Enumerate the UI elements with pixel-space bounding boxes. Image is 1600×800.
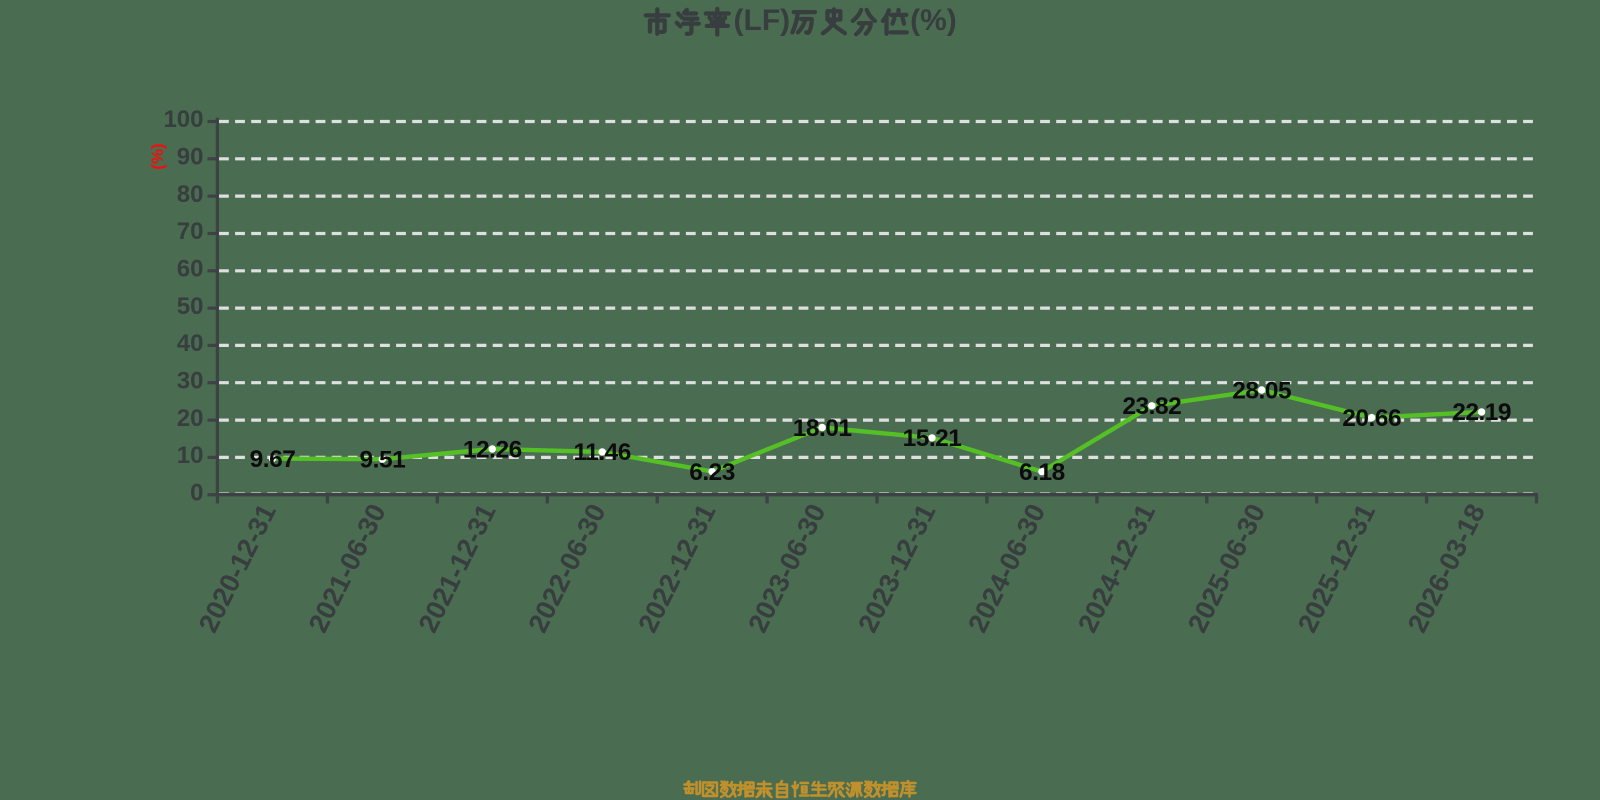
svg-text:(%): (%) [148, 143, 167, 169]
svg-text:9.51: 9.51 [360, 447, 406, 474]
svg-text:(%): (%) [910, 4, 957, 37]
svg-text:6.18: 6.18 [1019, 459, 1065, 486]
svg-text:(LF): (LF) [734, 4, 791, 37]
svg-text:18.01: 18.01 [793, 415, 852, 442]
svg-text:28.05: 28.05 [1232, 377, 1291, 404]
svg-text:6.23: 6.23 [689, 459, 735, 486]
svg-text:60: 60 [177, 256, 204, 283]
svg-text:10: 10 [177, 442, 204, 469]
svg-text:100: 100 [163, 106, 203, 133]
svg-text:23.82: 23.82 [1122, 393, 1181, 420]
svg-text:70: 70 [177, 218, 204, 245]
svg-text:12.26: 12.26 [463, 436, 522, 463]
svg-text:50: 50 [177, 293, 204, 320]
svg-text:9.67: 9.67 [250, 446, 296, 473]
svg-text:90: 90 [177, 144, 204, 171]
svg-text:0: 0 [190, 479, 203, 506]
svg-text:30: 30 [177, 368, 204, 395]
svg-text:11.46: 11.46 [573, 439, 630, 466]
svg-text:20.66: 20.66 [1342, 405, 1401, 432]
svg-text:20: 20 [177, 405, 204, 432]
svg-text:22.19: 22.19 [1452, 399, 1511, 426]
svg-text:40: 40 [177, 330, 204, 357]
svg-text:15.21: 15.21 [903, 425, 962, 452]
svg-text:80: 80 [177, 181, 204, 208]
